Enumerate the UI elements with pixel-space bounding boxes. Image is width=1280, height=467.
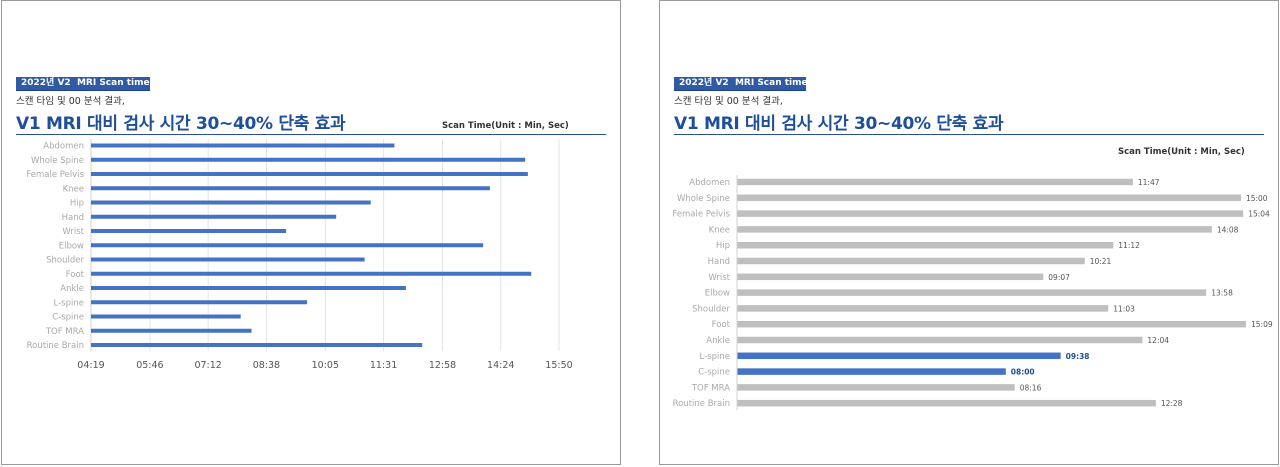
slide-subtitle: 스캔 타임 및 00 분석 결과, [16,96,125,107]
category-label: Routine Brain [27,341,84,351]
data-label: 11:03 [1113,304,1135,313]
bar [737,194,1241,202]
data-label: 12:28 [1161,399,1183,408]
bar [91,328,252,333]
bar [737,352,1061,360]
category-label: Wrist [708,273,730,283]
bar [91,157,526,162]
category-label: Elbow [705,289,730,299]
bar [91,271,532,276]
category-label: Whole Spine [677,194,730,204]
category-label: Foot [66,270,85,280]
bar [91,172,528,176]
category-label: Hand [62,213,84,223]
data-label: 11:47 [1138,178,1160,187]
bar [91,286,406,290]
bar [737,289,1207,296]
data-label: 15:04 [1248,210,1270,219]
x-tick-label: 11:31 [370,360,397,371]
category-label: Abdomen [689,178,730,188]
x-tick-label: 07:12 [194,360,221,371]
category-label: Hand [708,257,730,267]
bar [737,336,1143,344]
data-label: 08:16 [1020,383,1042,392]
bar [737,273,1044,281]
category-label: Female Pelvis [26,170,84,180]
bar [91,143,395,148]
data-label: 14:08 [1217,225,1239,234]
data-label: 12:04 [1147,336,1169,345]
category-label: Knee [63,184,84,194]
category-label: Knee [709,225,730,235]
unit-label: Scan Time(Unit : Min, Sec) [442,121,569,131]
category-label: C-spine [52,313,84,323]
bar [737,320,1246,328]
category-label: Abdomen [43,142,84,152]
data-label: 15:00 [1246,194,1268,203]
bar [91,200,371,205]
category-label: L-spine [700,352,730,362]
bar [91,343,423,347]
category-label: Shoulder [692,304,730,314]
data-label: 09:38 [1066,352,1090,361]
bar [91,214,337,219]
bar [737,210,1244,217]
title-rule [16,134,606,135]
data-label: 10:21 [1090,257,1112,266]
category-label: TOF MRA [45,327,84,337]
category-label: Female Pelvis [672,210,730,220]
category-label: Wrist [62,227,84,237]
bar [737,305,1109,312]
unit-label: Scan Time(Unit : Min, Sec) [1118,147,1245,157]
bar [737,241,1114,249]
category-label: Hip [716,241,730,251]
slide-left: 2022년 V2 MRI Scan time 스캔 타임 및 00 분석 결과,… [1,0,621,465]
category-label: Ankle [706,336,730,346]
slide-tag: 2022년 V2 MRI Scan time [16,77,150,91]
category-label: C-spine [698,368,730,378]
bar [737,368,1006,375]
category-label: Hip [70,199,84,209]
scan-time-chart-v1: 04:19 05:46 07:12 08:38 10:05 11:31 12:58 14:24… [26,139,573,371]
bar [91,229,287,233]
bar [737,178,1133,186]
x-tick-label: 15:50 [545,360,572,371]
slide-tag: 2022년 V2 MRI Scan time [674,77,808,91]
data-label: 13:58 [1211,289,1233,298]
bar [737,226,1212,233]
category-label: L-spine [54,298,84,308]
bar [737,399,1156,407]
category-label: Shoulder [46,256,84,266]
bar [737,384,1015,391]
bar [91,300,308,305]
category-label: Foot [712,320,731,330]
x-tick-label: 04:19 [77,360,104,371]
slide-headline: V1 MRI 대비 검사 시간 30~40% 단축 효과 [674,114,1004,134]
bar [91,243,484,248]
data-label: 08:00 [1011,368,1035,377]
category-label: Whole Spine [31,156,84,166]
x-tick-label: 08:38 [253,360,280,371]
x-tick-label: 05:46 [136,360,163,371]
bar [91,257,365,262]
title-rule [674,134,1264,135]
bar [737,257,1085,265]
slide-right: 2022년 V2 MRI Scan time 스캔 타임 및 00 분석 결과,… [659,0,1279,465]
category-label: Ankle [60,284,84,294]
data-label: 11:12 [1118,241,1140,250]
category-label: TOF MRA [691,383,730,393]
category-label: Elbow [59,241,84,251]
slide-headline: V1 MRI 대비 검사 시간 30~40% 단축 효과 [16,114,346,134]
x-tick-label: 10:05 [312,360,339,371]
slide-subtitle: 스캔 타임 및 00 분석 결과, [674,96,783,107]
category-label: Routine Brain [673,399,730,409]
x-tick-label: 12:58 [429,360,456,371]
bar [91,186,490,191]
x-tick-label: 14:24 [487,360,514,371]
data-label: 09:07 [1048,273,1070,282]
scan-time-chart-v2: Abdomen 11:47 Whole Spine 15:00 Female Pelvi… [672,175,1273,411]
bar [91,314,241,319]
data-label: 15:09 [1251,320,1273,329]
